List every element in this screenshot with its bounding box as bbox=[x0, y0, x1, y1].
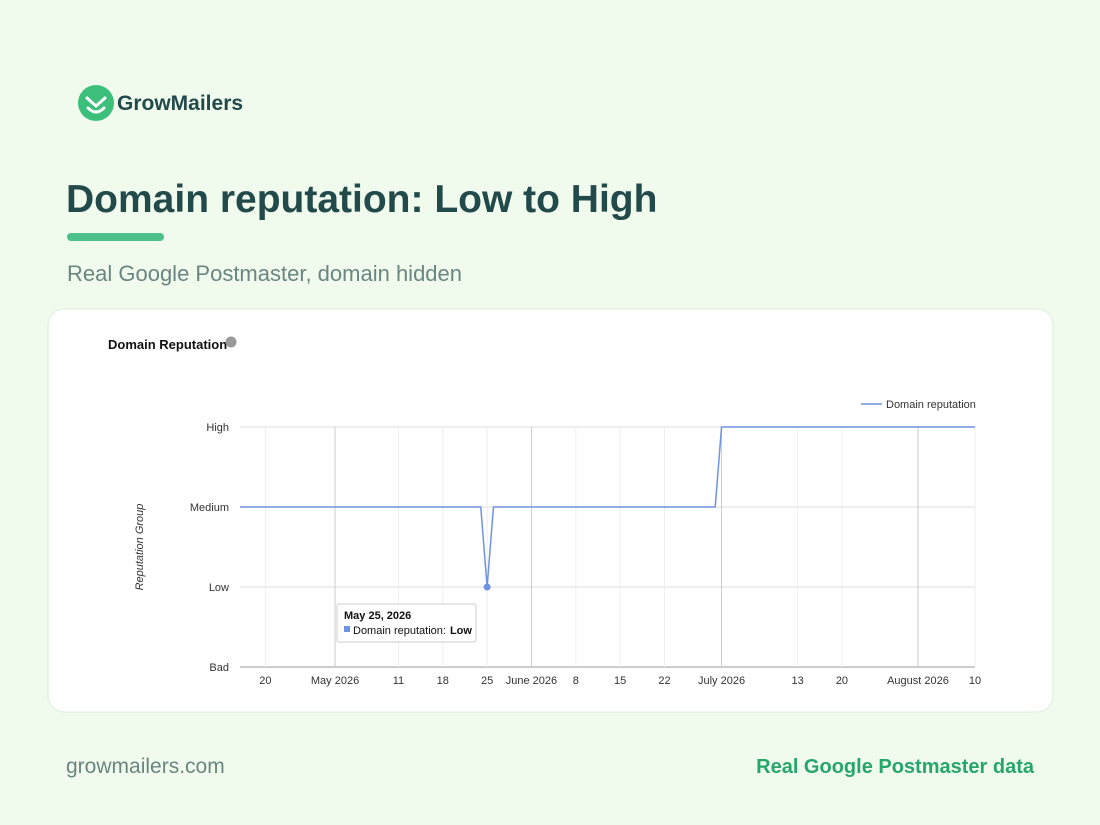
logo-glyph bbox=[85, 96, 107, 114]
x-tick-label: 8 bbox=[573, 675, 579, 687]
footer-site: growmailers.com bbox=[66, 755, 225, 778]
chart-card bbox=[47, 308, 1054, 713]
help-icon[interactable] bbox=[225, 336, 237, 348]
logo: GrowMailers bbox=[78, 85, 243, 121]
x-tick-label: 10 bbox=[969, 675, 981, 687]
legend-label: Domain reputation bbox=[886, 399, 976, 411]
accent-bar bbox=[67, 233, 164, 241]
headline: Domain reputation: Low to High bbox=[66, 178, 657, 221]
tooltip-swatch bbox=[344, 626, 350, 632]
x-tick-label: August 2026 bbox=[887, 675, 949, 687]
series-line bbox=[240, 426, 975, 588]
y-tick-label: Low bbox=[209, 582, 229, 594]
x-tick-label: 11 bbox=[393, 675, 404, 687]
x-tick-label: 15 bbox=[614, 675, 626, 687]
x-tick-label: 18 bbox=[437, 675, 449, 687]
x-tick-label: 20 bbox=[836, 675, 848, 687]
x-tick-label: May 2026 bbox=[311, 675, 359, 687]
chart-title: Domain Reputation bbox=[108, 337, 227, 352]
subtitle: Real Google Postmaster, domain hidden bbox=[67, 261, 462, 286]
y-axis-label: Reputation Group bbox=[134, 504, 146, 591]
tooltip-title: May 25, 2026 bbox=[344, 610, 411, 622]
logo-icon bbox=[78, 85, 114, 121]
y-tick-label: Bad bbox=[209, 662, 229, 674]
brand: GrowMailers bbox=[117, 92, 243, 115]
x-tick-label: June 2026 bbox=[506, 675, 557, 687]
footer-note: Real Google Postmaster data bbox=[756, 756, 1035, 778]
plot: Bad Low Medium High 20 May 2026 11 18 25 June 202… bbox=[190, 399, 981, 687]
x-tick-label: 25 bbox=[481, 675, 493, 687]
x-tick-label: 13 bbox=[791, 675, 803, 687]
tooltip-label: Domain reputation: bbox=[353, 625, 446, 637]
point-marker bbox=[483, 583, 491, 591]
y-tick-label: High bbox=[206, 422, 229, 434]
x-tick-label: 20 bbox=[259, 675, 271, 687]
x-tick-label: 22 bbox=[658, 675, 670, 687]
x-tick-label: July 2026 bbox=[698, 675, 745, 687]
y-tick-label: Medium bbox=[190, 502, 229, 514]
tooltip-value: Low bbox=[450, 625, 472, 637]
tooltip-box bbox=[336, 603, 477, 643]
